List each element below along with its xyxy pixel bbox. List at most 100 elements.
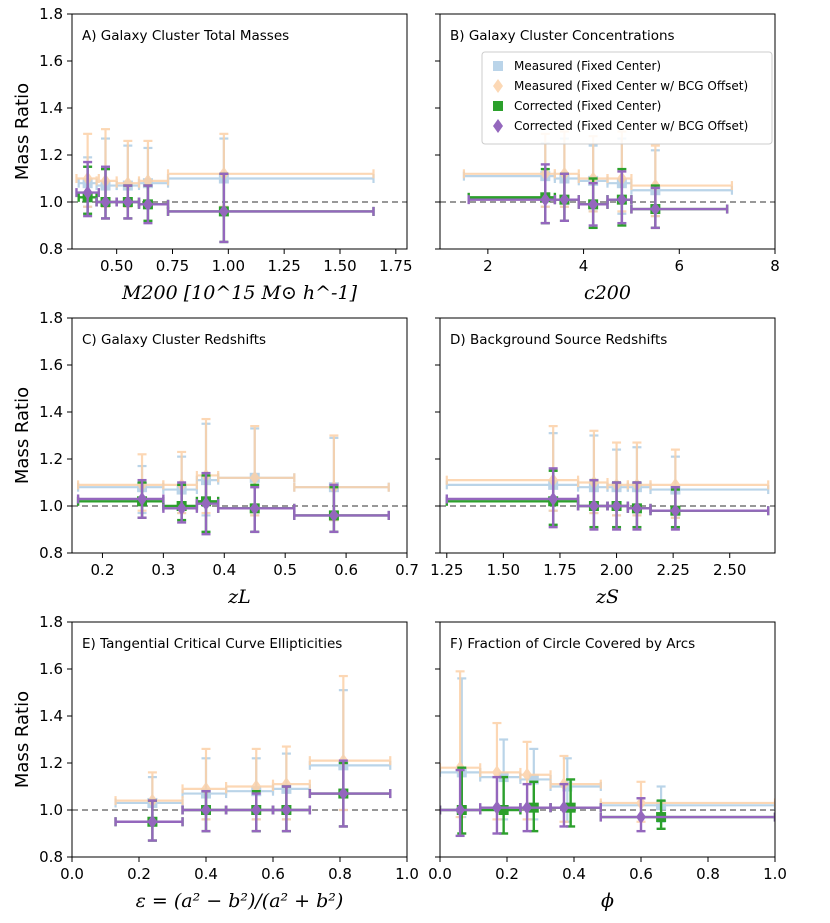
panel-e-data	[114, 674, 392, 842]
panel-e-y-tick-label: 1.6	[39, 660, 63, 678]
panel-a-x-tick-label: 1.25	[267, 257, 300, 275]
diamond-marker	[548, 491, 559, 506]
panel-a-corrected-bcg-point-1	[75, 160, 101, 218]
panel-a-x-tick-label: 0.75	[156, 257, 189, 275]
panel-a-y-tick-label: 1.6	[39, 52, 63, 70]
legend: Measured (Fixed Center) Measured (Fixed C…	[481, 51, 773, 145]
panel-e-x-axis-label: ε = (a² − b²)/(a² + b²)	[136, 890, 344, 912]
diamond-marker	[249, 501, 260, 516]
diamond-marker	[558, 800, 569, 815]
legend-label: Corrected (Fixed Center)	[514, 99, 661, 113]
panel-e-y-tick-label: 1.4	[39, 707, 63, 725]
panel-d-x-tick-label: 2.25	[656, 561, 689, 579]
panel-b-x-tick-label: 8	[770, 257, 780, 275]
panel-a-frame	[71, 13, 408, 250]
diamond-marker	[251, 803, 262, 817]
panel-f-x-tick-label: 0.2	[495, 865, 519, 883]
panel-a-y-tick-label: 1.2	[39, 146, 63, 164]
panel-b: 2 4 6 8 B) Galaxy Cluster Concentrations c200	[435, 13, 780, 304]
panel-f: 0.0 0.2 0.4 0.6 0.8 1.0 F) Fraction of Circle …	[428, 621, 787, 912]
legend-box	[481, 51, 773, 145]
panel-d-title: D) Background Source Redshifts	[450, 332, 667, 348]
panel-f-title: F) Fraction of Circle Covered by Arcs	[450, 636, 695, 652]
diamond-marker	[636, 810, 646, 825]
panels-group: 0.8 1.0 1.2 1.4 1.6 1.8 0.50 0.75 1.00 1.25 1.50 1.…	[12, 5, 787, 912]
diamond-marker	[100, 195, 111, 209]
panel-b-corrected-bcg-point-5	[630, 186, 729, 230]
panel-e-x-tick-label: 0.2	[127, 865, 151, 883]
panel-e-corrected-bcg-point-5	[308, 759, 392, 828]
panel-e-title: E) Tangential Critical Curve Ellipticiti…	[82, 636, 342, 652]
panel-e-y-tick-label: 1.2	[39, 754, 63, 772]
panel-e-corrected-bcg-point-3	[224, 792, 275, 833]
panel-e-x-tick-label: 1.0	[395, 865, 419, 883]
panel-f-corrected-bcg-point-4	[549, 782, 602, 828]
panel-a-x-tick-label: 1.00	[212, 257, 245, 275]
panel-c-x-tick-label: 0.4	[212, 561, 236, 579]
panel-a-y-tick-label: 1.0	[39, 193, 63, 211]
legend-entry-measured: Measured (Fixed Center)	[493, 59, 661, 73]
panel-b-frame	[439, 13, 776, 250]
diamond-marker	[218, 204, 229, 219]
legend-diamond-marker	[493, 119, 503, 133]
diamond-marker	[616, 192, 627, 207]
panel-f-x-tick-label: 0.0	[428, 865, 452, 883]
panel-c-series-corrected-bcg	[76, 471, 390, 536]
panel-c-y-tick-label: 1.8	[39, 309, 63, 327]
panel-d-x-tick-label: 2.50	[713, 561, 746, 579]
panel-d-frame	[439, 317, 776, 554]
panel-d-series-corrected-bcg	[445, 467, 770, 531]
panel-c-x-axis-label: zL	[227, 586, 251, 608]
panel-b-series-corrected-bcg	[467, 163, 729, 230]
panel-e-y-tick-label: 0.8	[39, 848, 63, 866]
legend-label: Corrected (Fixed Center w/ BCG Offset)	[514, 119, 748, 133]
panel-a-series-corrected-bcg	[75, 160, 375, 244]
panel-c-corrected-bcg-point-5	[293, 483, 390, 534]
diamond-marker	[631, 501, 642, 516]
panel-f-x-tick-label: 0.6	[629, 865, 653, 883]
panel-b-data	[462, 130, 734, 230]
panel-c-y-axis-label: Mass Ratio	[12, 387, 33, 484]
panel-e-corrected-bcg-point-1	[114, 799, 184, 842]
panel-a-title: A) Galaxy Cluster Total Masses	[82, 28, 289, 44]
panel-b-corrected-bcg-point-2	[553, 172, 580, 223]
panel-f-x-tick-label: 0.8	[696, 865, 720, 883]
diamond-marker	[522, 800, 533, 815]
panel-f-data	[440, 670, 775, 838]
panel-d-x-tick-label: 2.00	[600, 561, 633, 579]
square-marker	[562, 781, 573, 792]
panel-a-corrected-bcg-point-4	[137, 184, 170, 225]
panel-d-x-tick-label: 1.75	[543, 561, 576, 579]
panel-e-x-tick-label: 0.6	[261, 865, 285, 883]
diamond-marker	[201, 803, 211, 817]
legend-label: Measured (Fixed Center w/ BCG Offset)	[514, 79, 748, 93]
panel-a-data	[75, 128, 375, 244]
panel-a-y-tick-label: 1.4	[39, 99, 63, 117]
diamond-marker	[540, 192, 551, 207]
panel-c-corrected-bcg-point-4	[216, 486, 296, 534]
panel-a-x-tick-label: 1.50	[323, 257, 356, 275]
diamond-marker	[670, 503, 681, 518]
panel-a-y-axis-label: Mass Ratio	[12, 83, 33, 180]
panel-d-corrected-bcg-point-2	[576, 478, 609, 531]
panel-b-corrected-bcg-point-4	[606, 170, 633, 225]
panel-e-frame	[71, 621, 408, 858]
panel-c-x-tick-label: 0.2	[91, 561, 115, 579]
panel-f-x-tick-label: 0.4	[562, 865, 586, 883]
panel-c-x-tick-label: 0.6	[334, 561, 358, 579]
panel-f-corrected-bcg-point-2	[479, 775, 522, 835]
diamond-marker	[559, 192, 570, 207]
panel-b-x-tick-label: 2	[483, 257, 493, 275]
panel-d-corrected-bcg-point-5	[649, 486, 770, 531]
panel-f-frame	[439, 621, 776, 858]
panel-d-corrected-bcg-point-4	[626, 481, 652, 531]
diamond-marker	[650, 202, 661, 217]
diamond-marker	[611, 499, 622, 513]
panel-e-y-tick-label: 1.0	[39, 801, 63, 819]
diamond-marker	[249, 470, 260, 485]
diamond-marker	[522, 767, 533, 782]
panel-d-data	[445, 425, 770, 531]
panel-a-x-tick-label: 0.50	[100, 257, 133, 275]
panel-b-x-axis-label: c200	[584, 282, 631, 304]
